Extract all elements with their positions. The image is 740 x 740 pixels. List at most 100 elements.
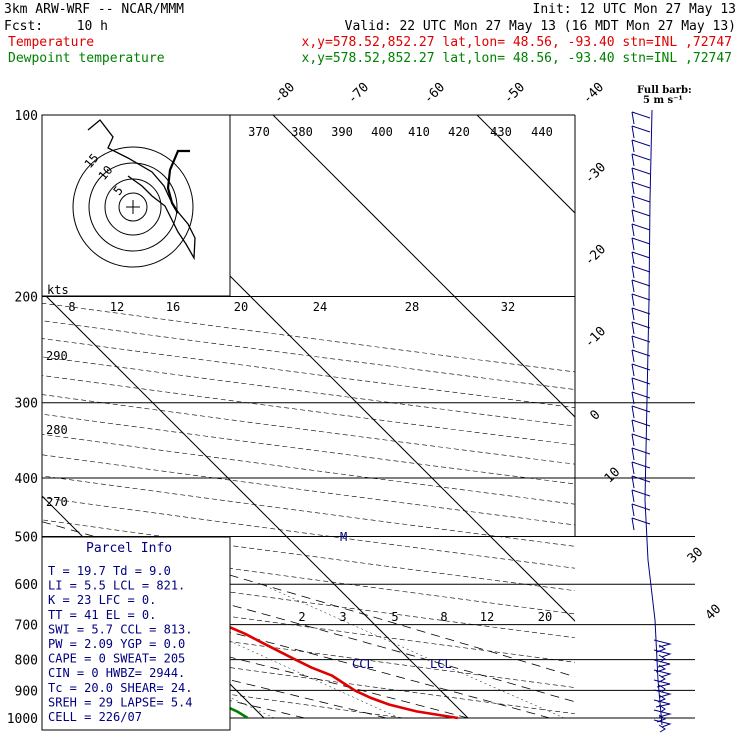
hodograph-trace	[87, 119, 196, 261]
isotherm-line	[272, 115, 575, 418]
theta-tick-label: 400	[371, 125, 393, 139]
wind-barb	[631, 209, 635, 223]
wind-barb	[631, 517, 635, 531]
isotherm-label: -10	[582, 324, 609, 351]
wind-barb	[631, 433, 651, 441]
wind-barb	[631, 195, 635, 209]
wind-barb	[631, 489, 635, 503]
wind-barb-lower	[653, 639, 672, 648]
wind-barb	[631, 335, 635, 349]
forecast-label: Fcst:	[4, 19, 43, 34]
wind-key-label: Full barb:	[637, 85, 692, 96]
dry-adiabat	[42, 641, 575, 715]
isotherm-label: -70	[345, 80, 372, 107]
wind-barb-lower	[653, 709, 672, 718]
wind-key-units: 5 m s⁻¹	[643, 95, 683, 106]
wind-barb	[631, 447, 635, 461]
temperature-tick-label: 16	[166, 300, 180, 314]
wind-barb	[631, 209, 651, 217]
temperature-series-info: x,y=578.52,852.27 lat,lon= 48.56, -93.40…	[302, 35, 732, 50]
temperature-tick-label: 32	[501, 300, 515, 314]
theta-tick-label: 440	[531, 125, 553, 139]
theta-side-label: 270	[46, 495, 68, 509]
wind-barb	[631, 433, 635, 447]
isotherm-label: 10	[602, 465, 624, 487]
parcel-info-row: K = 23 LFC = 0.	[48, 593, 156, 607]
mixing-ratio-label: 2	[298, 610, 305, 624]
hodograph-frame	[41, 114, 231, 297]
temperature-series-label: Temperature	[8, 35, 94, 50]
wind-barb	[631, 237, 635, 251]
isotherm-line	[476, 115, 575, 214]
wind-barb	[631, 503, 635, 517]
wind-barb	[631, 223, 651, 231]
wind-barb	[631, 349, 651, 357]
isotherm-label: -30	[582, 160, 609, 187]
wind-barb	[631, 167, 635, 181]
wind-barb	[631, 447, 651, 455]
mixing-ratio-label: 12	[480, 610, 494, 624]
wind-barb	[631, 321, 651, 329]
pressure-label-1000: 1000	[7, 712, 38, 727]
parcel-info-box: Parcel Info T = 19.7 Td = 9.0LI = 5.5 LC…	[41, 536, 231, 731]
pressure-label-800: 800	[15, 654, 38, 669]
wind-barb	[631, 335, 651, 343]
wind-barb	[631, 139, 635, 153]
temperature-tick-label: 20	[234, 300, 248, 314]
wind-barbs	[631, 109, 672, 733]
wind-barb	[631, 475, 635, 489]
wind-barb-lower	[653, 669, 672, 678]
parcel-info-row: T = 19.7 Td = 9.0	[48, 564, 171, 578]
temperature-tick-label: 8	[68, 300, 75, 314]
wind-barb	[631, 111, 635, 125]
parcel-info-row: CELL = 226/07	[48, 710, 142, 724]
isotherm-line	[681, 115, 740, 718]
wind-barb	[631, 279, 651, 287]
temperature-tick-label: 12	[110, 300, 124, 314]
wind-barb	[631, 153, 635, 167]
isotherm-label: 0	[587, 407, 603, 423]
wind-barb	[631, 125, 635, 139]
wind-barb	[631, 461, 635, 475]
parcel-info-row: CIN = 0 HWBZ= 2944.	[48, 666, 185, 680]
theta-tick-label: 420	[448, 125, 470, 139]
hodograph-ring	[118, 192, 148, 222]
wind-barb	[631, 461, 651, 469]
wind-barb	[631, 489, 651, 497]
mixing-ratio-label: 20	[538, 610, 552, 624]
wind-barb	[631, 293, 635, 307]
dry-adiabat	[42, 320, 575, 390]
wind-barb	[631, 111, 651, 119]
wind-barb	[631, 307, 635, 321]
isotherm-label: -40	[580, 80, 607, 107]
pressure-label-900: 900	[15, 684, 38, 699]
parcel-info-frame	[41, 536, 231, 731]
kts-label: kts	[47, 283, 69, 297]
wind-barb	[631, 349, 635, 363]
hodograph-ring	[88, 162, 178, 252]
pressure-label-700: 700	[15, 619, 38, 634]
wind-barb	[631, 419, 651, 427]
wind-barb	[631, 181, 635, 195]
parcel-info-title: Parcel Info	[86, 541, 172, 556]
wind-barb-lower	[653, 689, 672, 698]
model-title: 3km ARW-WRF -- NCAR/MMM	[4, 2, 184, 17]
wind-barb	[631, 503, 651, 511]
theta-tick-label: 380	[291, 125, 313, 139]
wind-barb	[631, 419, 635, 433]
mixing-ratio-line	[261, 583, 565, 719]
parcel-info-row: LI = 5.5 LCL = 821.	[48, 579, 185, 593]
mixing-ratio-label: 8	[440, 610, 447, 624]
wind-barb	[631, 251, 651, 259]
temperature-tick-label: 24	[313, 300, 327, 314]
wind-barb	[631, 321, 635, 335]
wind-barb	[631, 223, 635, 237]
init-time: Init: 12 UTC Mon 27 May 13	[533, 2, 737, 17]
wind-barb	[631, 517, 651, 525]
wind-barb-lower	[653, 719, 672, 728]
pressure-label-400: 400	[15, 472, 38, 487]
wind-barb	[631, 363, 635, 377]
wind-barb-lower	[658, 674, 666, 683]
wind-barb-lower	[653, 699, 671, 708]
